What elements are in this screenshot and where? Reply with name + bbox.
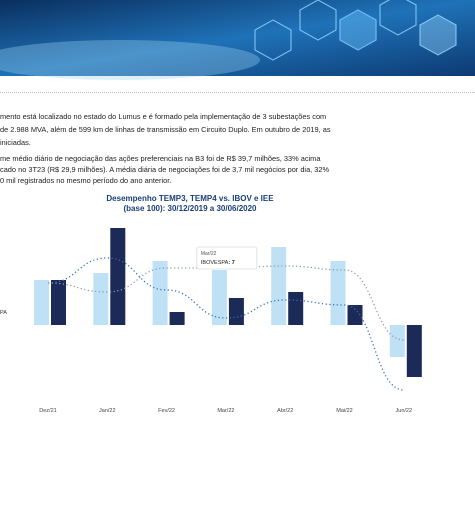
chart-title: (base 100): 30/12/2019 a 30/06/2020 bbox=[124, 204, 258, 213]
bar bbox=[229, 298, 244, 325]
bar bbox=[51, 280, 66, 325]
tooltip-number: 7 bbox=[232, 260, 235, 266]
bar bbox=[170, 312, 185, 325]
bar bbox=[93, 273, 108, 325]
tooltip-value: IBOVESPA: 7 bbox=[201, 260, 235, 266]
x-tick-label: Abr/22 bbox=[277, 408, 293, 414]
bar bbox=[110, 228, 125, 325]
x-tick-label: Dez/21 bbox=[39, 408, 56, 414]
bar bbox=[331, 261, 346, 325]
bar bbox=[390, 325, 405, 357]
bar bbox=[153, 261, 168, 325]
x-tick-label: Mai/22 bbox=[336, 408, 353, 414]
bar bbox=[212, 270, 227, 325]
page: mento está localizado no estado do Lumus… bbox=[0, 0, 475, 523]
x-tick-label: Fev/22 bbox=[158, 408, 175, 414]
x-tick-label: Jan/22 bbox=[99, 408, 116, 414]
chart: PA Desempenho TEMP3, TEMP4 vs. IBOV e IEE… bbox=[0, 0, 475, 523]
side-label: PA bbox=[0, 310, 7, 316]
tooltip-series-name: IBOVESPA bbox=[201, 260, 229, 266]
x-tick-label: Mar/22 bbox=[217, 408, 234, 414]
bar bbox=[34, 280, 49, 325]
x-tick-label: Jun/22 bbox=[396, 408, 413, 414]
bar bbox=[407, 325, 422, 377]
bar bbox=[288, 292, 303, 325]
tooltip-category: Mar/22 bbox=[201, 251, 217, 257]
chart-title: Desempenho TEMP3, TEMP4 vs. IBOV e IEE bbox=[106, 194, 274, 203]
bar bbox=[271, 247, 286, 325]
